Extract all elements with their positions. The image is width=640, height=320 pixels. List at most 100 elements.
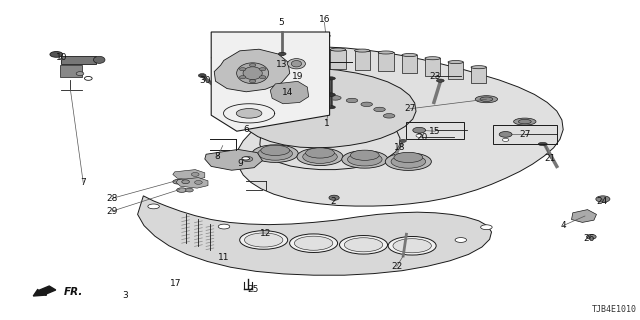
Text: 7: 7 [81,178,86,187]
Ellipse shape [237,63,269,84]
Text: 27: 27 [404,104,415,113]
Ellipse shape [324,93,335,97]
Ellipse shape [351,150,379,160]
Text: 8: 8 [215,152,220,161]
Ellipse shape [244,233,283,247]
Ellipse shape [239,76,246,79]
Text: 3: 3 [122,291,127,300]
Ellipse shape [252,145,298,163]
Polygon shape [211,32,330,131]
Ellipse shape [84,76,92,80]
FancyArrow shape [33,286,56,296]
Text: 29: 29 [106,207,118,216]
Bar [425,58,440,76]
Ellipse shape [361,102,372,107]
Text: 27: 27 [519,130,531,139]
Ellipse shape [303,150,337,164]
Ellipse shape [342,151,388,168]
Ellipse shape [471,66,486,69]
Ellipse shape [297,148,343,166]
Text: 6: 6 [244,125,249,134]
Ellipse shape [587,234,596,239]
Ellipse shape [261,145,289,156]
Bar [330,50,346,69]
Ellipse shape [250,80,256,83]
Ellipse shape [391,155,426,168]
Ellipse shape [239,68,246,71]
Text: 11: 11 [218,253,230,262]
Ellipse shape [481,225,492,230]
Bar [355,51,370,70]
Ellipse shape [475,96,498,103]
Ellipse shape [236,108,262,118]
Text: 5: 5 [279,18,284,27]
Ellipse shape [243,67,262,80]
Bar [61,56,96,64]
Ellipse shape [182,180,189,184]
Polygon shape [138,196,492,275]
Text: 22: 22 [391,262,403,271]
Text: 16: 16 [319,15,330,24]
Ellipse shape [312,95,324,99]
Text: FR.: FR. [64,287,83,297]
Text: 21: 21 [545,154,556,163]
Ellipse shape [242,157,250,160]
Ellipse shape [259,76,266,79]
Polygon shape [205,149,262,170]
Text: 26: 26 [583,234,595,243]
Ellipse shape [294,236,333,250]
Ellipse shape [279,96,291,101]
Text: 25: 25 [247,285,259,294]
Polygon shape [214,49,290,92]
Ellipse shape [282,49,297,52]
Ellipse shape [383,114,395,118]
Ellipse shape [329,195,339,200]
Ellipse shape [177,188,187,192]
Ellipse shape [76,72,84,76]
Ellipse shape [416,134,422,137]
Ellipse shape [148,204,159,209]
Ellipse shape [538,142,547,146]
Text: 30: 30 [199,76,211,84]
Bar [257,52,274,71]
Text: 1: 1 [324,119,329,128]
Ellipse shape [480,97,493,101]
Bar [378,52,394,71]
Text: 23: 23 [429,72,441,81]
Ellipse shape [249,103,260,108]
Ellipse shape [236,53,252,56]
Ellipse shape [513,118,536,125]
Ellipse shape [263,99,275,103]
Ellipse shape [518,119,531,124]
Ellipse shape [306,48,321,51]
Ellipse shape [326,77,335,80]
Ellipse shape [258,147,292,160]
Ellipse shape [502,138,509,141]
Ellipse shape [448,60,463,64]
Ellipse shape [388,236,436,255]
Ellipse shape [317,34,330,38]
Bar [406,122,464,139]
Ellipse shape [374,107,385,112]
Ellipse shape [394,152,422,163]
Text: TJB4E1010: TJB4E1010 [592,305,637,314]
Polygon shape [572,210,596,222]
Ellipse shape [186,188,193,192]
Ellipse shape [378,51,394,54]
Ellipse shape [306,148,334,158]
Ellipse shape [93,56,105,63]
Bar [402,55,417,73]
Text: 13: 13 [276,60,287,68]
Ellipse shape [455,237,467,243]
Ellipse shape [344,238,383,252]
Text: 4: 4 [561,221,566,230]
Ellipse shape [413,127,426,133]
Ellipse shape [195,180,202,184]
Ellipse shape [402,53,417,57]
Ellipse shape [287,59,305,69]
Bar [448,62,463,79]
Ellipse shape [191,172,199,176]
Text: 17: 17 [170,279,182,288]
Ellipse shape [278,52,286,55]
Ellipse shape [355,49,370,52]
